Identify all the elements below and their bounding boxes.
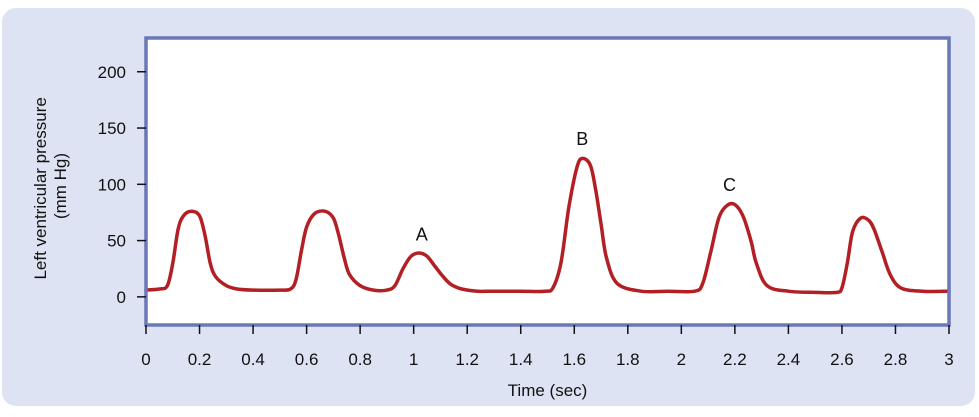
tick-labels: 0 0.2 0.4 0.6 0.8 1 1.2 1.4 1.6 1.8 2 2.2 2.4 2.6 2.8 3… — [98, 63, 954, 369]
x-tick-label: 1.6 — [562, 350, 586, 369]
y-tick-label: 150 — [98, 119, 126, 138]
x-tick-label: 0.8 — [348, 350, 372, 369]
plot-area — [146, 38, 949, 325]
y-tick-label: 200 — [98, 63, 126, 82]
y-axis-title-line-2: (mm Hg) — [51, 153, 70, 219]
x-tick-label: 0.6 — [295, 350, 319, 369]
y-tick-label: 50 — [107, 232, 126, 251]
y-axis-title-line-1: Left ventricular pressure — [31, 97, 50, 279]
x-tick-label: 3 — [944, 350, 953, 369]
x-tick-label: 0.4 — [241, 350, 265, 369]
y-axis-title: Left ventricular pressure (mm Hg) — [31, 92, 70, 279]
plot-frame-layer — [144, 36, 951, 327]
x-axis-title: Time (sec) — [508, 381, 588, 400]
series-line-pressure — [144, 156, 951, 295]
chart-panel: 0 0.2 0.4 0.6 0.8 1 1.2 1.4 1.6 1.8 2 2.2 2.4 2.6 2.8 3… — [2, 8, 975, 406]
x-tick-label: 1.4 — [509, 350, 533, 369]
x-tick-label: 2.2 — [723, 350, 747, 369]
x-tick-label: 0.2 — [188, 350, 212, 369]
line-chart: 0 0.2 0.4 0.6 0.8 1 1.2 1.4 1.6 1.8 2 2.2 2.4 2.6 2.8 3… — [31, 36, 954, 400]
plot-frame — [144, 36, 951, 327]
x-tick-label: 1.2 — [455, 350, 479, 369]
x-tick-label: 1 — [409, 350, 418, 369]
annotation-c: C — [723, 175, 736, 195]
y-tick-label: 0 — [117, 288, 126, 307]
x-tick-label: 2.8 — [884, 350, 908, 369]
annotation-a: A — [416, 225, 428, 245]
annotation-b: B — [576, 129, 588, 149]
x-tick-label: 0 — [141, 350, 150, 369]
x-tick-label: 2.4 — [777, 350, 801, 369]
x-tick-label: 2 — [677, 350, 686, 369]
y-tick-label: 100 — [98, 175, 126, 194]
x-tick-label: 2.6 — [830, 350, 854, 369]
series-layer — [144, 156, 951, 295]
axis-ticks — [137, 71, 950, 334]
annotations: A B C — [416, 129, 736, 245]
x-tick-label: 1.8 — [616, 350, 640, 369]
